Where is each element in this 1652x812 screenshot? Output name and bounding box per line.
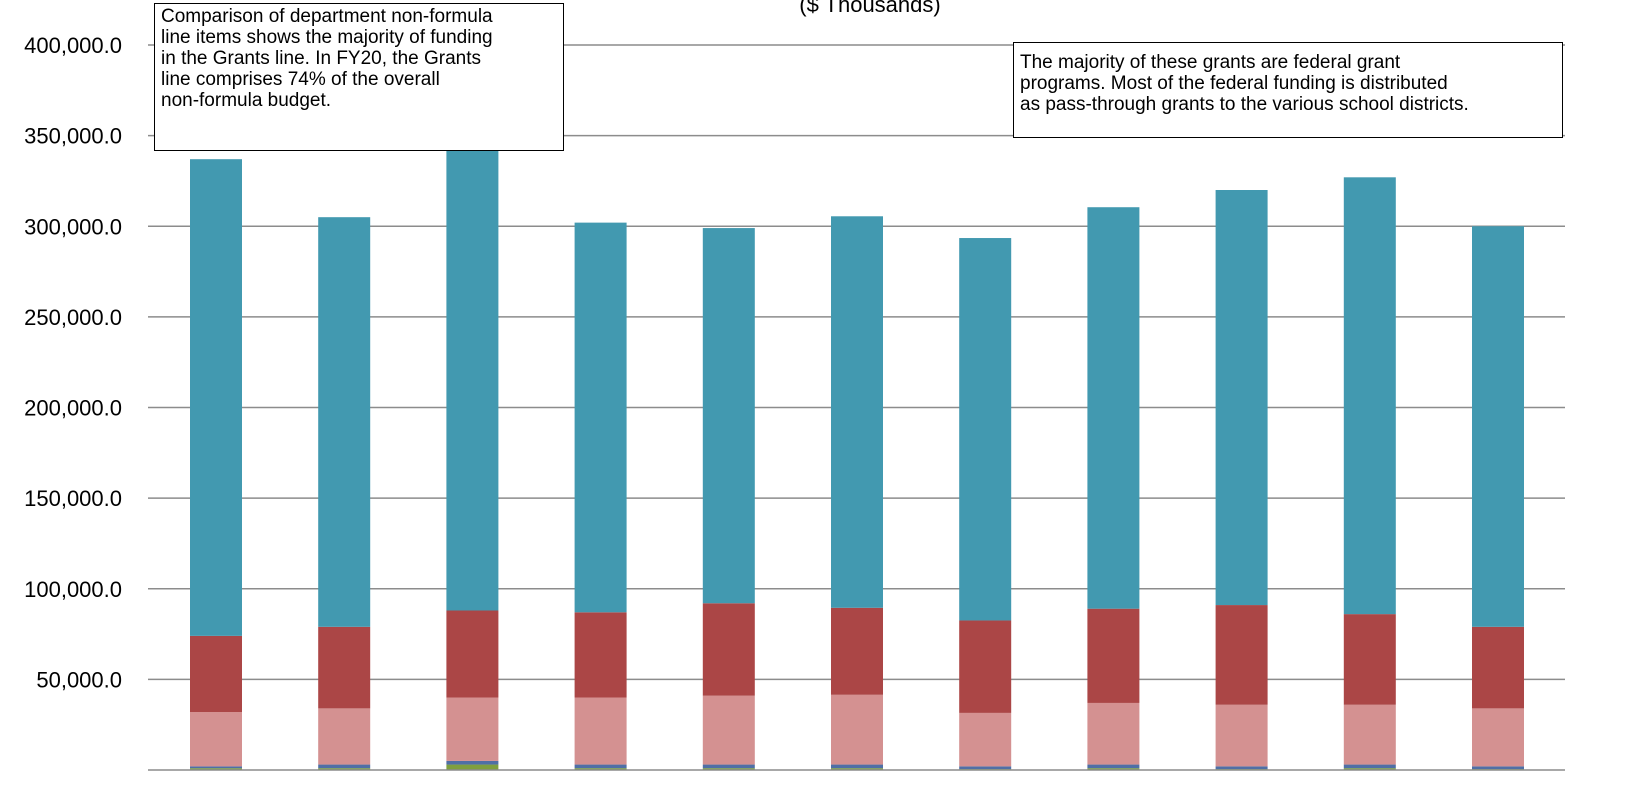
bar-segment — [831, 768, 883, 770]
y-tick-label: 100,000.0 — [24, 577, 122, 602]
bar-segment — [318, 708, 371, 765]
left-annotation-line: in the Grants line. In FY20, the Grants — [161, 48, 481, 69]
bar-segment — [190, 712, 242, 767]
bar-segment — [1472, 226, 1524, 627]
y-tick-label: 150,000.0 — [24, 486, 122, 511]
bar-segment — [446, 764, 499, 770]
bar-segment — [1215, 704, 1268, 767]
left-annotation-line: line comprises 74% of the overall — [161, 69, 440, 90]
left-annotation-line: non-formula budget. — [161, 90, 332, 111]
bar-segment — [574, 768, 627, 770]
right-annotation-line: as pass-through grants to the various sc… — [1020, 94, 1469, 115]
bar-segment — [959, 712, 1012, 767]
y-tick-label: 50,000.0 — [36, 667, 122, 692]
bar-segment — [1087, 764, 1140, 769]
bar-segment — [831, 764, 883, 769]
left-annotation-box: Comparison of department non-formula lin… — [154, 3, 564, 151]
bar-segment — [959, 238, 1012, 621]
y-tick-label: 400,000.0 — [24, 33, 122, 58]
bar-segment — [1472, 626, 1524, 709]
bar-segment — [702, 768, 755, 770]
bar-segment — [318, 764, 371, 769]
bar-segment — [1087, 768, 1140, 770]
bar-segment — [959, 766, 1012, 770]
bar-segment — [831, 607, 883, 695]
bar-segment — [190, 635, 242, 712]
bar-segment — [1472, 708, 1524, 767]
bar-segment — [446, 697, 499, 761]
bar-segment — [190, 768, 242, 770]
y-tick-label: 200,000.0 — [24, 396, 122, 421]
right-annotation-box: The majority of these grants are federal… — [1013, 42, 1563, 138]
bar-segment — [574, 612, 627, 698]
bar-segment — [1087, 702, 1140, 765]
bar-segment — [1215, 766, 1268, 770]
right-annotation-line: programs. Most of the federal funding is… — [1020, 73, 1448, 94]
bar-segment — [190, 766, 242, 769]
bar-segment — [1215, 190, 1268, 606]
bar-segment — [1343, 177, 1396, 615]
bar-segment — [446, 148, 499, 611]
bar-segment — [1343, 704, 1396, 765]
bar-segment — [702, 695, 755, 765]
bar-segment — [574, 764, 627, 769]
bar-segment — [1343, 768, 1396, 770]
bar-segment — [318, 768, 371, 770]
bar-segment — [1472, 766, 1524, 770]
bar-segment — [446, 610, 499, 698]
y-tick-label: 300,000.0 — [24, 214, 122, 239]
bar-segment — [446, 760, 499, 765]
y-tick-label: 350,000.0 — [24, 124, 122, 149]
bar-segment — [574, 222, 627, 613]
left-annotation-line: line items shows the majority of funding — [161, 27, 493, 48]
bar-segment — [190, 159, 242, 636]
chart-subtitle: ($ Thousands) — [799, 0, 941, 17]
bar-segment — [574, 697, 627, 765]
bar-segment — [318, 626, 371, 709]
y-tick-label: 250,000.0 — [24, 305, 122, 330]
bar-segment — [702, 228, 755, 604]
right-annotation-line: The majority of these grants are federal… — [1020, 52, 1401, 73]
bar-segment — [1343, 614, 1396, 705]
bars — [190, 148, 1524, 770]
bar-segment — [831, 216, 883, 608]
bar-segment — [831, 694, 883, 765]
bar-segment — [1087, 207, 1140, 609]
bar-segment — [318, 217, 371, 627]
bar-segment — [1343, 764, 1396, 769]
bar-segment — [1087, 608, 1140, 703]
bar-segment — [702, 603, 755, 696]
left-annotation-line: Comparison of department non-formula — [161, 6, 493, 27]
y-axis-tick-labels: 50,000.0 100,000.0 150,000.0 200,000.0 250,0… — [24, 33, 122, 692]
bar-segment — [959, 620, 1012, 713]
bar-segment — [702, 764, 755, 769]
bar-segment — [1215, 605, 1268, 705]
